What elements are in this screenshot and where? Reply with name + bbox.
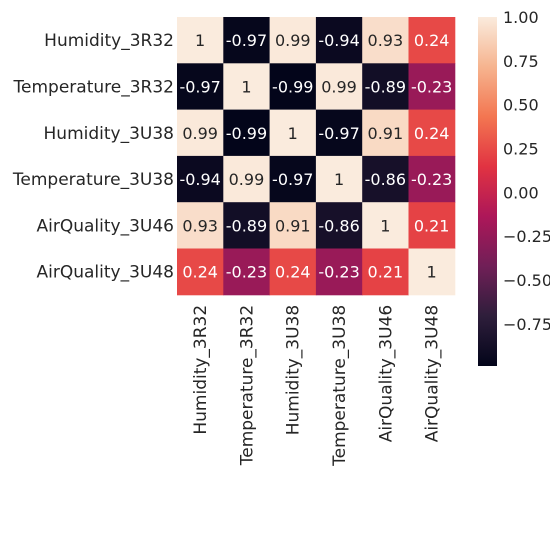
cell-value-label: 0.99 bbox=[229, 170, 265, 189]
heatmap-cell bbox=[362, 63, 409, 111]
cell-value-label: 0.21 bbox=[414, 216, 450, 235]
heatmap-cell bbox=[223, 202, 271, 249]
cell-value-label: 1 bbox=[241, 77, 251, 96]
heatmap-cell bbox=[362, 248, 409, 296]
heatmap-cell bbox=[223, 17, 271, 64]
cell-value-label: 1 bbox=[427, 263, 437, 282]
cell-value-label: -0.97 bbox=[272, 170, 313, 189]
cell-value-label: 0.91 bbox=[275, 216, 311, 235]
heatmap-cell bbox=[223, 109, 271, 157]
heatmap-cell bbox=[315, 155, 363, 203]
colorbar-tick-label: 0.25 bbox=[503, 140, 539, 159]
row-tick-label: Humidity_3U38 bbox=[44, 124, 174, 144]
colorbar-tick-label: 0.00 bbox=[503, 183, 539, 202]
heatmap-cells bbox=[177, 17, 456, 296]
heatmap-cell bbox=[269, 17, 317, 64]
colorbar-tick-label: 0.50 bbox=[503, 96, 539, 115]
row-tick-label: AirQuality_3U48 bbox=[37, 263, 174, 283]
cell-value-label: 0.93 bbox=[368, 31, 404, 50]
heatmap-cell bbox=[269, 63, 317, 111]
row-tick-label: AirQuality_3U46 bbox=[37, 216, 174, 236]
colorbar-tick-label: 1.00 bbox=[503, 8, 539, 27]
heatmap-cell bbox=[408, 17, 456, 64]
heatmap-cell bbox=[269, 109, 317, 157]
cell-value-label: 0.91 bbox=[368, 124, 404, 143]
heatmap-cell bbox=[408, 202, 456, 249]
heatmap-cell bbox=[269, 202, 317, 249]
heatmap-cell bbox=[223, 63, 271, 111]
heatmap-cell bbox=[269, 155, 317, 203]
heatmap-cell bbox=[177, 248, 224, 296]
cell-value-label: 1 bbox=[288, 124, 298, 143]
heatmap-cell bbox=[315, 202, 363, 249]
cell-value-label: 0.93 bbox=[182, 216, 218, 235]
heatmap-cell bbox=[177, 63, 224, 111]
colorbar-ticks: 1.00 0.75 0.50 0.25 0.00 −0.25 −0.50 −0.75 bbox=[503, 8, 550, 334]
cell-value-label: 0.24 bbox=[182, 263, 218, 282]
column-tick-labels: Humidity_3R32 Temperature_3R32 Humidity_3U… bbox=[191, 305, 443, 467]
column-tick-label: AirQuality_3U46 bbox=[376, 305, 396, 442]
heatmap-cell bbox=[408, 248, 456, 296]
cell-value-label: 0.99 bbox=[275, 31, 311, 50]
cell-value-label: -0.99 bbox=[226, 124, 267, 143]
heatmap-cell bbox=[315, 248, 363, 296]
heatmap-cell bbox=[177, 17, 224, 64]
row-tick-label: Humidity_3R32 bbox=[44, 31, 174, 51]
cell-value-label: 1 bbox=[334, 170, 344, 189]
colorbar bbox=[478, 17, 497, 366]
column-tick-label: Humidity_3U38 bbox=[284, 305, 304, 435]
column-tick-label: Humidity_3R32 bbox=[191, 305, 211, 435]
cell-value-label: 1 bbox=[380, 216, 390, 235]
heatmap-cell bbox=[269, 248, 317, 296]
cell-value-label: -0.97 bbox=[179, 77, 220, 96]
cell-value-label: -0.94 bbox=[179, 170, 220, 189]
colorbar-tick-label: −0.50 bbox=[503, 271, 550, 290]
heatmap-cell bbox=[177, 202, 224, 249]
row-tick-label: Temperature_3R32 bbox=[13, 77, 174, 97]
heatmap-cell bbox=[315, 17, 363, 64]
heatmap-cell bbox=[362, 17, 409, 64]
row-tick-labels: Humidity_3R32 Temperature_3R32 Humidity_3U… bbox=[12, 31, 174, 283]
heatmap-cell bbox=[223, 155, 271, 203]
cell-value-label: -0.86 bbox=[318, 216, 359, 235]
cell-value-label: -0.23 bbox=[318, 263, 359, 282]
cell-value-label: -0.89 bbox=[365, 77, 406, 96]
heatmap-cell bbox=[362, 202, 409, 249]
heatmap-cell bbox=[362, 109, 409, 157]
cell-value-label: -0.23 bbox=[411, 170, 452, 189]
cell-value-label: 0.24 bbox=[414, 124, 450, 143]
cell-value-label: -0.97 bbox=[318, 124, 359, 143]
colorbar-tick-label: −0.75 bbox=[503, 315, 550, 334]
cell-value-label: -0.89 bbox=[226, 216, 267, 235]
cell-value-label: -0.23 bbox=[226, 263, 267, 282]
column-tick-label: Temperature_3U38 bbox=[330, 305, 350, 467]
cell-value-label: 0.99 bbox=[321, 77, 357, 96]
cell-value-label: -0.94 bbox=[318, 31, 359, 50]
cell-value-label: -0.97 bbox=[226, 31, 267, 50]
row-tick-label: Temperature_3U38 bbox=[12, 170, 174, 190]
heatmap-cell bbox=[408, 109, 456, 157]
cell-value-labels: 1 -0.97 0.99 -0.94 0.93 0.24 -0.97 1 -0.99 0.99 -0… bbox=[179, 31, 452, 282]
colorbar-tick-label: −0.25 bbox=[503, 227, 550, 246]
cell-value-label: 0.24 bbox=[414, 31, 450, 50]
cell-value-label: -0.99 bbox=[272, 77, 313, 96]
heatmap-cell bbox=[223, 248, 271, 296]
heatmap-cell bbox=[177, 155, 224, 203]
cell-value-label: 0.24 bbox=[275, 263, 311, 282]
heatmap-cell bbox=[177, 109, 224, 157]
heatmap-cell bbox=[315, 63, 363, 111]
cell-value-label: 0.21 bbox=[368, 263, 404, 282]
heatmap-cell bbox=[362, 155, 409, 203]
column-tick-label: Temperature_3R32 bbox=[237, 305, 257, 466]
cell-value-label: -0.86 bbox=[365, 170, 406, 189]
colorbar-tick-label: 0.75 bbox=[503, 52, 539, 71]
heatmap-cell bbox=[315, 109, 363, 157]
cell-value-label: -0.23 bbox=[411, 77, 452, 96]
column-tick-label: AirQuality_3U48 bbox=[423, 305, 443, 442]
cell-value-label: 1 bbox=[195, 31, 205, 50]
heatmap-cell bbox=[408, 63, 456, 111]
heatmap-cell bbox=[408, 155, 456, 203]
cell-value-label: 0.99 bbox=[182, 124, 218, 143]
